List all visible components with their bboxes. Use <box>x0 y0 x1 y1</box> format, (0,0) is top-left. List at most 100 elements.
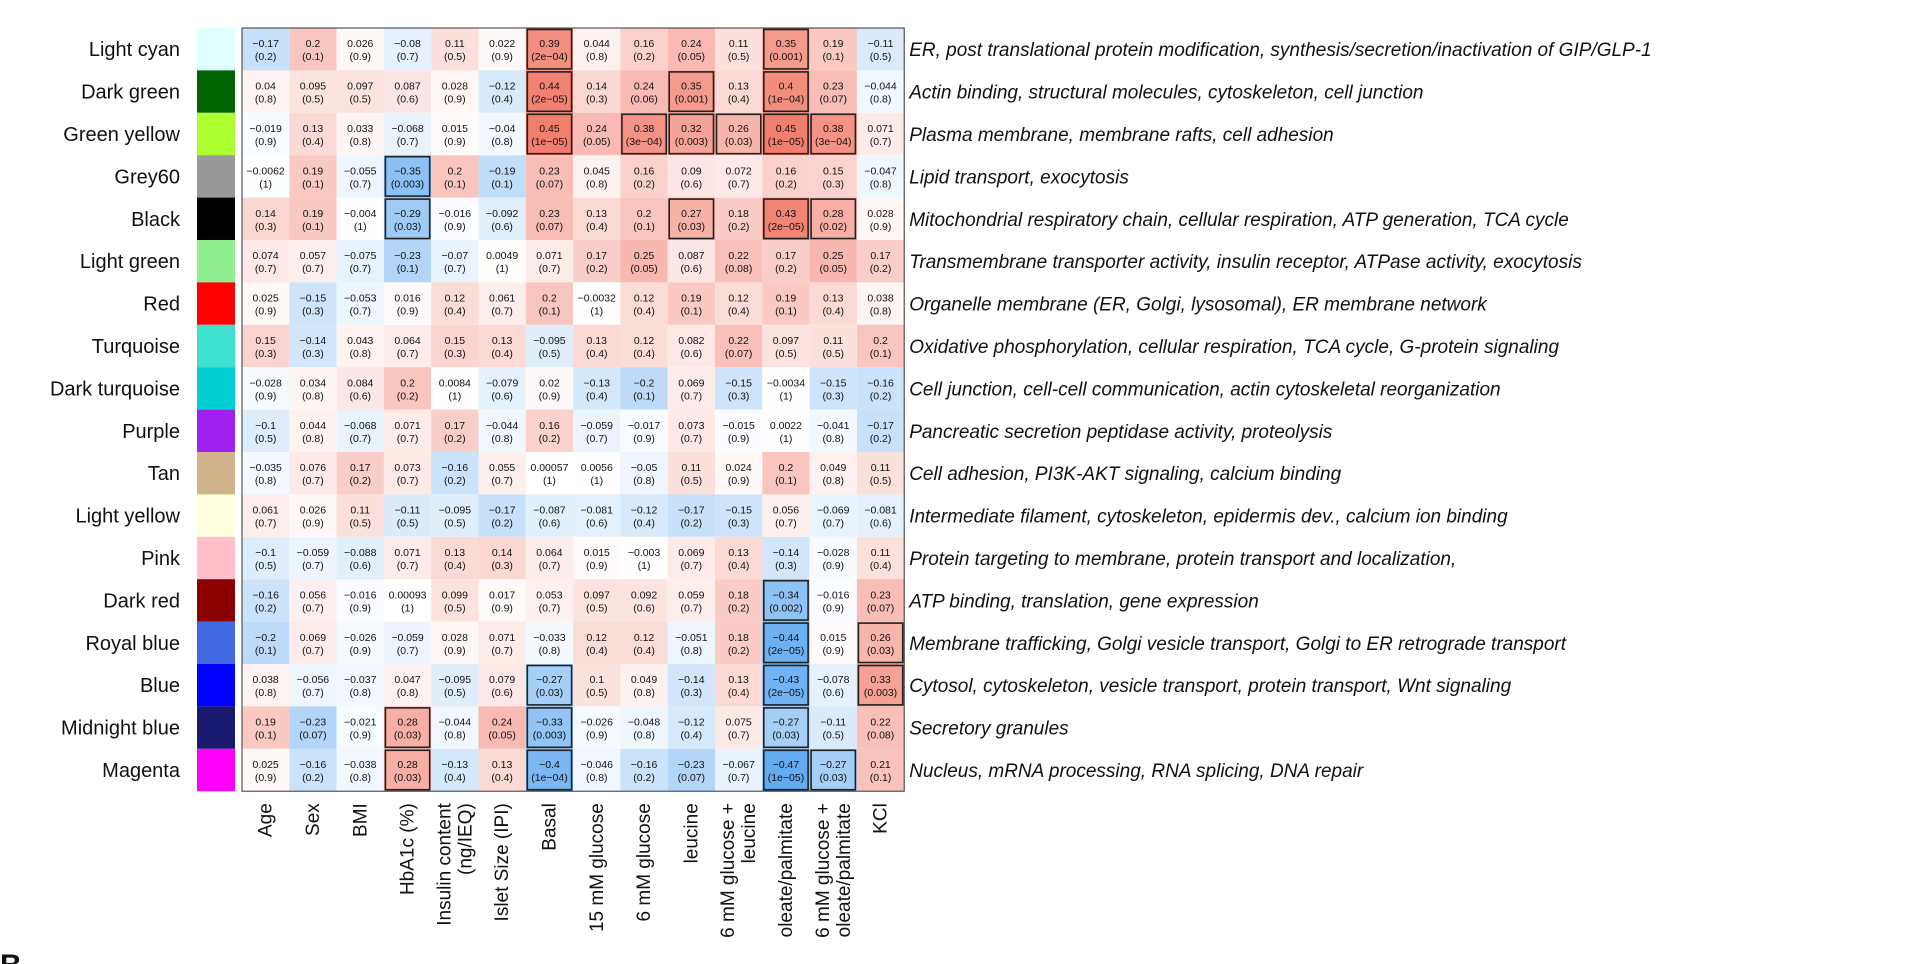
cell-correlation: 0.0049 <box>486 250 518 262</box>
row-annotation: Protein targeting to membrane, protein t… <box>909 549 1456 570</box>
heatmap-cell <box>856 536 905 580</box>
cell-pvalue: (0.3) <box>444 348 466 360</box>
cell-pvalue: (0.05) <box>630 263 657 275</box>
column-label: 6 mM glucose +leucine <box>718 803 760 938</box>
heatmap-cell <box>431 748 479 792</box>
cell-correlation: 0.13 <box>492 759 513 771</box>
cell-pvalue: (0.1) <box>822 51 844 63</box>
heatmap-cell <box>242 579 290 622</box>
cell-correlation: 0.43 <box>776 208 797 220</box>
heatmap-cell <box>478 282 526 325</box>
cell-pvalue: (0.9) <box>822 602 844 614</box>
cell-correlation: 0.28 <box>397 759 418 771</box>
heatmap-cell <box>431 452 479 495</box>
cell-correlation: 0.18 <box>728 208 749 220</box>
cell-correlation: −0.14 <box>773 547 800 559</box>
heatmap-cell <box>242 70 290 113</box>
cell-pvalue: (0.5) <box>870 51 892 63</box>
heatmap-cell <box>620 70 668 113</box>
heatmap-cell <box>573 240 621 283</box>
significance-box <box>526 28 573 70</box>
heatmap-cell <box>856 494 905 537</box>
cell-pvalue: (1e−05) <box>531 136 567 148</box>
heatmap-cell <box>762 155 810 198</box>
cell-pvalue: (0.9) <box>491 51 513 63</box>
cell-correlation: 0.13 <box>492 335 513 347</box>
cell-correlation: 0.44 <box>539 81 560 93</box>
significance-box <box>762 28 809 70</box>
row-annotation: Actin binding, structural molecules, cyt… <box>908 83 1423 104</box>
heatmap-cell <box>762 409 810 452</box>
heatmap-cell <box>336 155 384 198</box>
module-swatch <box>197 112 235 156</box>
cell-pvalue: (0.03) <box>394 221 421 233</box>
column-label: oleate/palmitate <box>776 803 797 937</box>
cell-correlation: −0.04 <box>489 123 516 135</box>
heatmap-cell <box>856 240 905 283</box>
cell-correlation: 0.38 <box>634 123 655 135</box>
cell-correlation: −0.23 <box>394 250 421 262</box>
heatmap-cell <box>620 579 668 622</box>
cell-correlation: 0.2 <box>448 165 463 177</box>
cell-pvalue: (0.1) <box>302 51 324 63</box>
cell-correlation: 0.33 <box>870 674 891 686</box>
cell-correlation: −0.017 <box>628 420 661 432</box>
cell-pvalue: (0.03) <box>394 730 421 742</box>
cell-pvalue: (0.3) <box>491 560 513 572</box>
heatmap-cell <box>383 28 432 71</box>
cell-pvalue: (0.1) <box>775 475 797 487</box>
cell-correlation: −0.068 <box>391 123 424 135</box>
cell-pvalue: (0.5) <box>444 518 466 530</box>
cell-pvalue: (0.1) <box>681 306 703 318</box>
cell-pvalue: (0.4) <box>444 772 466 784</box>
cell-correlation: 0.11 <box>350 505 370 517</box>
heatmap-cell <box>762 452 810 495</box>
cell-correlation: −0.047 <box>864 165 897 177</box>
module-swatch <box>197 536 235 580</box>
heatmap-cell <box>289 536 337 580</box>
heatmap-cell <box>573 197 621 240</box>
heatmap-cell <box>383 494 432 537</box>
cell-correlation: −0.028 <box>817 547 850 559</box>
heatmap-cell <box>620 28 668 71</box>
cell-correlation: 0.026 <box>347 38 373 50</box>
cell-pvalue: (0.9) <box>728 475 750 487</box>
heatmap-cell <box>573 324 621 368</box>
heatmap-cell <box>383 536 432 580</box>
cell-pvalue: (1) <box>259 178 272 190</box>
cell-correlation: −0.038 <box>344 759 377 771</box>
cell-pvalue: (0.6) <box>491 221 513 233</box>
cell-correlation: 0.35 <box>681 81 702 93</box>
heatmap-cell <box>478 536 526 580</box>
cell-correlation: −0.16 <box>442 462 469 474</box>
cell-correlation: −0.059 <box>297 547 330 559</box>
cell-pvalue: (0.5) <box>539 348 561 360</box>
column-label: Basal <box>539 803 560 851</box>
heatmap-cell <box>715 367 763 410</box>
row-annotation: Cytosol, cytoskeleton, vesicle transport… <box>909 676 1511 697</box>
cell-pvalue: (0.4) <box>728 687 750 699</box>
cell-pvalue: (0.4) <box>444 306 466 318</box>
cell-correlation: 0.12 <box>634 335 655 347</box>
cell-correlation: 0.0022 <box>770 420 802 432</box>
cell-correlation: 0.14 <box>255 208 276 220</box>
cell-correlation: 0.12 <box>445 293 466 305</box>
cell-pvalue: (0.6) <box>349 560 371 572</box>
cell-correlation: 0.11 <box>871 462 891 474</box>
cell-correlation: −0.12 <box>631 505 658 517</box>
heatmap-cell <box>856 324 905 368</box>
cell-correlation: −0.016 <box>344 589 377 601</box>
significance-box <box>762 579 809 621</box>
heatmap-cell <box>856 579 905 622</box>
heatmap-cell <box>289 706 337 749</box>
cell-pvalue: (0.05) <box>583 136 610 148</box>
heatmap-cell <box>431 324 479 368</box>
heatmap-cell <box>431 536 479 580</box>
cell-correlation: 0.23 <box>539 208 560 220</box>
heatmap-cell <box>431 240 479 283</box>
heatmap-cell <box>336 324 384 368</box>
cell-pvalue: (0.6) <box>539 518 561 530</box>
cell-pvalue: (0.1) <box>775 306 797 318</box>
heatmap-cell <box>478 155 526 198</box>
cell-pvalue: (0.2) <box>728 645 750 657</box>
